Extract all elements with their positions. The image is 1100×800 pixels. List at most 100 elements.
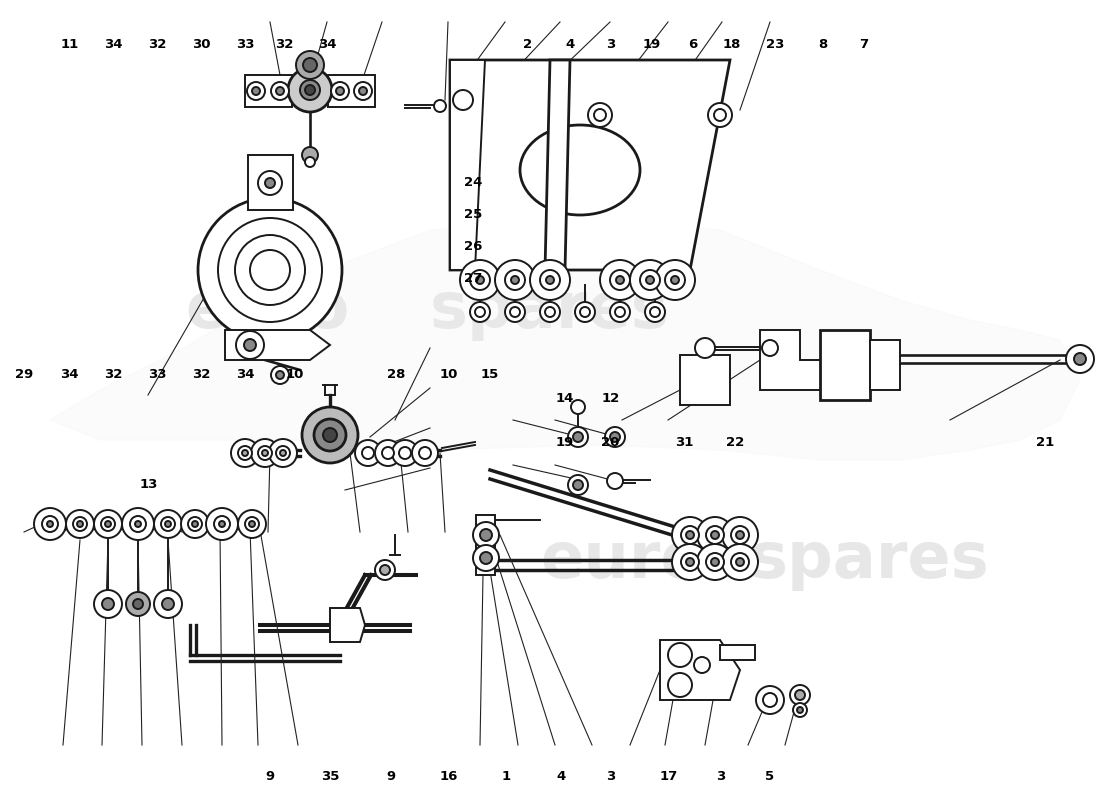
Circle shape (694, 657, 710, 673)
Circle shape (681, 526, 698, 544)
Circle shape (412, 440, 438, 466)
Circle shape (646, 276, 654, 284)
Circle shape (475, 307, 485, 317)
Text: 24: 24 (464, 176, 482, 189)
Text: 12: 12 (602, 392, 619, 405)
Circle shape (162, 598, 174, 610)
Text: 26: 26 (464, 240, 482, 253)
Polygon shape (330, 608, 365, 642)
Circle shape (793, 703, 807, 717)
Circle shape (262, 450, 268, 456)
Circle shape (94, 510, 122, 538)
Text: spares: spares (430, 279, 670, 341)
Text: 27: 27 (464, 272, 482, 285)
Circle shape (571, 400, 585, 414)
Circle shape (305, 157, 315, 167)
Text: 34: 34 (104, 38, 122, 50)
Circle shape (77, 521, 82, 527)
Circle shape (630, 260, 670, 300)
Circle shape (270, 439, 297, 467)
Text: 6: 6 (689, 38, 697, 50)
Text: 35: 35 (321, 770, 339, 782)
Circle shape (640, 270, 660, 290)
Circle shape (610, 270, 630, 290)
Text: 9: 9 (386, 770, 395, 782)
Circle shape (280, 450, 286, 456)
Circle shape (42, 516, 58, 532)
Polygon shape (820, 330, 870, 400)
Circle shape (271, 82, 289, 100)
Circle shape (668, 643, 692, 667)
Circle shape (460, 260, 500, 300)
Circle shape (231, 439, 258, 467)
Circle shape (573, 432, 583, 442)
Circle shape (672, 517, 708, 553)
Circle shape (615, 307, 625, 317)
Circle shape (763, 693, 777, 707)
Circle shape (265, 178, 275, 188)
Circle shape (135, 521, 141, 527)
Circle shape (198, 198, 342, 342)
Circle shape (94, 590, 122, 618)
Circle shape (686, 558, 694, 566)
Text: 28: 28 (387, 368, 405, 381)
Circle shape (732, 526, 749, 544)
Circle shape (288, 68, 332, 112)
Circle shape (505, 270, 525, 290)
Circle shape (695, 338, 715, 358)
Polygon shape (544, 60, 570, 270)
Circle shape (375, 560, 395, 580)
Polygon shape (680, 355, 730, 405)
Circle shape (1074, 353, 1086, 365)
Circle shape (242, 450, 248, 456)
Circle shape (305, 85, 315, 95)
Circle shape (392, 440, 418, 466)
Text: 34: 34 (236, 368, 254, 381)
Text: 15: 15 (481, 368, 498, 381)
Circle shape (645, 302, 665, 322)
Circle shape (314, 419, 346, 451)
Circle shape (573, 480, 583, 490)
Text: 2: 2 (524, 38, 532, 50)
Text: 23: 23 (767, 38, 784, 50)
Text: 21: 21 (1036, 436, 1054, 449)
Circle shape (672, 544, 708, 580)
Circle shape (218, 218, 322, 322)
Polygon shape (720, 645, 755, 660)
Circle shape (354, 82, 372, 100)
Circle shape (607, 473, 623, 489)
Text: 16: 16 (440, 770, 458, 782)
Circle shape (236, 331, 264, 359)
Text: 19: 19 (642, 38, 660, 50)
Circle shape (654, 260, 695, 300)
Text: 34: 34 (60, 368, 78, 381)
Circle shape (610, 302, 630, 322)
Circle shape (133, 599, 143, 609)
Text: 32: 32 (275, 38, 293, 50)
Circle shape (470, 270, 490, 290)
Circle shape (244, 339, 256, 351)
Circle shape (476, 276, 484, 284)
Circle shape (101, 517, 116, 531)
Circle shape (756, 686, 784, 714)
Circle shape (182, 510, 209, 538)
Circle shape (546, 276, 554, 284)
Polygon shape (248, 155, 293, 210)
Polygon shape (226, 330, 330, 360)
Text: euro: euro (185, 279, 350, 341)
Circle shape (249, 521, 255, 527)
Text: 22: 22 (726, 436, 744, 449)
Text: euro: euro (540, 529, 704, 591)
Circle shape (206, 508, 238, 540)
Text: 4: 4 (565, 38, 574, 50)
Polygon shape (450, 60, 485, 270)
Circle shape (706, 526, 724, 544)
Circle shape (271, 366, 289, 384)
Circle shape (245, 517, 258, 531)
Circle shape (540, 270, 560, 290)
Text: 33: 33 (148, 368, 166, 381)
Circle shape (379, 565, 390, 575)
Circle shape (544, 307, 556, 317)
Text: 20: 20 (602, 436, 619, 449)
Text: 30: 30 (192, 38, 210, 50)
